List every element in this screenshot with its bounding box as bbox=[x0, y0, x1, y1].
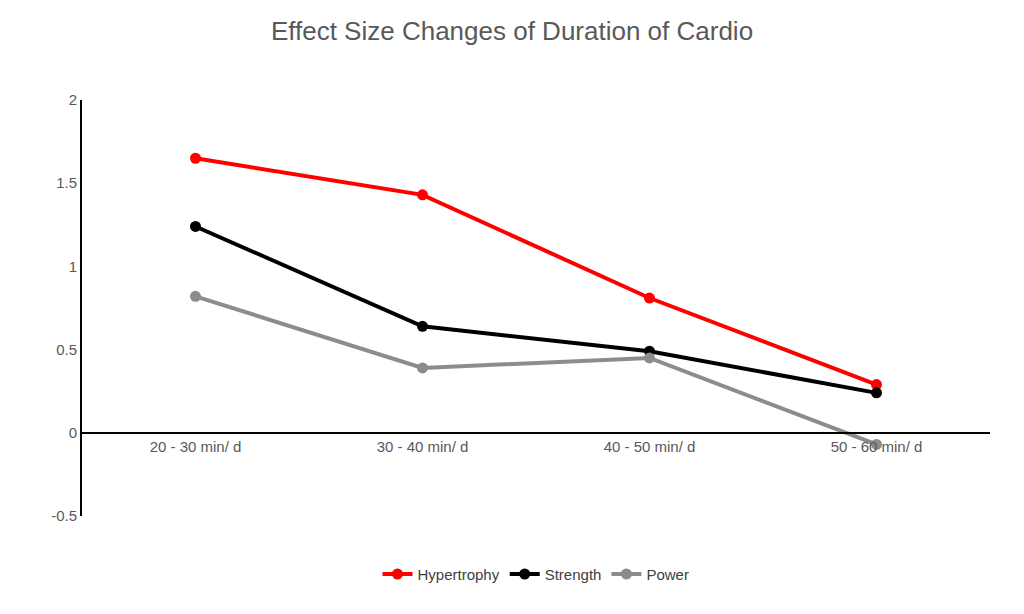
svg-text:1: 1 bbox=[69, 258, 77, 275]
svg-text:Power: Power bbox=[646, 566, 689, 583]
svg-text:Strength: Strength bbox=[545, 566, 602, 583]
svg-text:1.5: 1.5 bbox=[56, 174, 77, 191]
svg-text:Hypertrophy: Hypertrophy bbox=[418, 566, 500, 583]
svg-text:20 - 30 min/ d: 20 - 30 min/ d bbox=[150, 438, 242, 455]
svg-text:40 - 50 min/ d: 40 - 50 min/ d bbox=[604, 438, 696, 455]
svg-text:Effect Size Changes of Duratio: Effect Size Changes of Duration of Cardi… bbox=[271, 16, 753, 46]
svg-text:-0.5: -0.5 bbox=[51, 507, 77, 524]
svg-text:0: 0 bbox=[69, 424, 77, 441]
svg-text:50 - 60 min/ d: 50 - 60 min/ d bbox=[831, 438, 923, 455]
svg-text:30 - 40 min/ d: 30 - 40 min/ d bbox=[377, 438, 469, 455]
svg-text:0.5: 0.5 bbox=[56, 341, 77, 358]
svg-text:2: 2 bbox=[69, 91, 77, 108]
